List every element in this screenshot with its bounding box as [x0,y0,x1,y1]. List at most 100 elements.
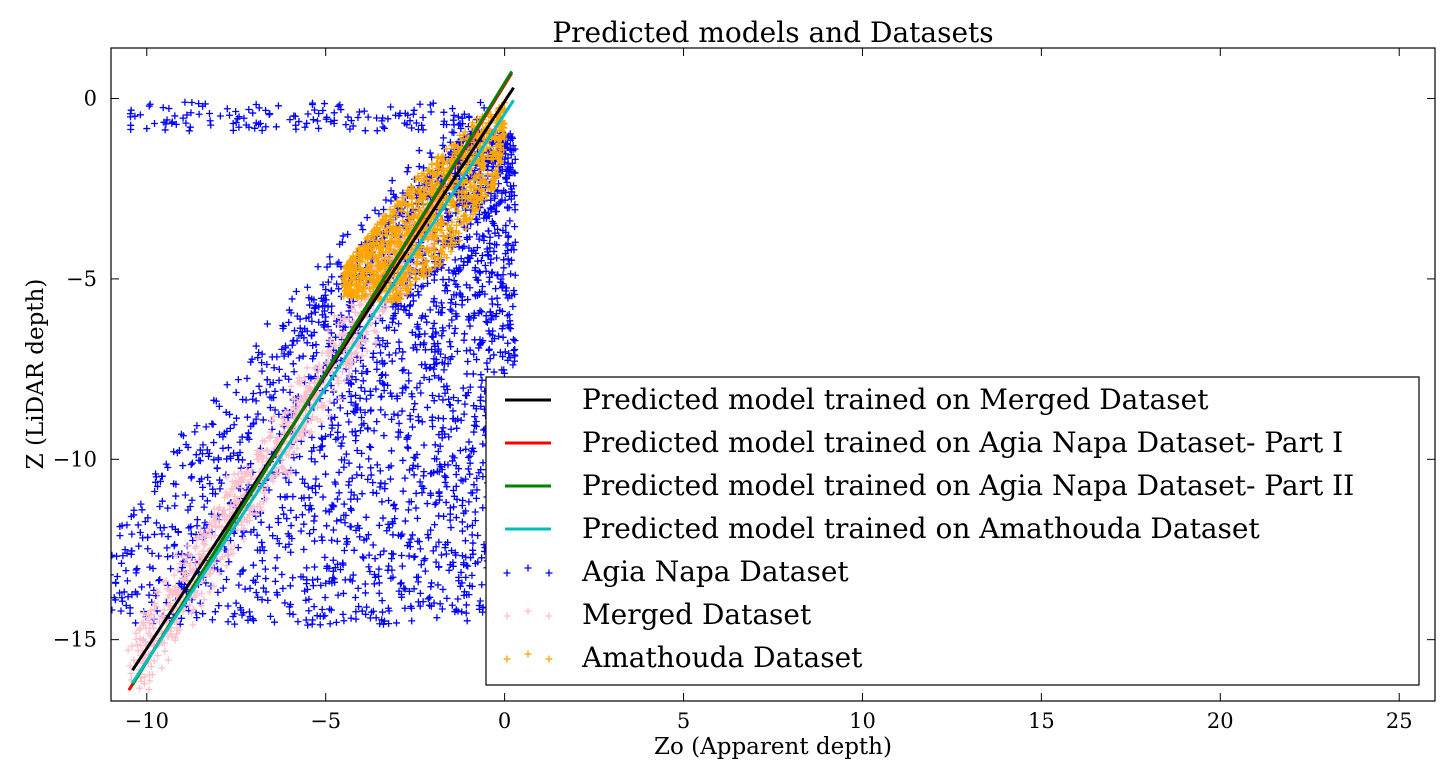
scatter-point [404,287,412,295]
scatter-point [511,238,519,246]
scatter-point [410,585,418,593]
scatter-point [262,588,270,596]
scatter-point [511,155,519,163]
scatter-point [136,684,144,692]
scatter-point [439,396,447,404]
scatter-point [352,615,360,623]
scatter-point [483,365,491,373]
scatter-point [422,183,430,191]
scatter-point [465,112,473,120]
scatter-point [282,543,290,551]
scatter-point [387,103,395,111]
scatter-point [326,620,334,628]
scatter-point [485,212,493,220]
scatter-point [503,174,511,182]
scatter-point [310,106,318,114]
scatter-point [285,540,293,548]
scatter-point [415,538,423,546]
scatter-point [464,195,472,203]
scatter-point [317,294,325,302]
scatter-point [298,511,306,519]
scatter-point [170,448,178,456]
scatter-point [377,349,385,357]
scatter-point [421,330,429,338]
scatter-point [263,376,271,384]
scatter-point [397,532,405,540]
scatter-point [261,565,269,573]
scatter-point [232,108,240,116]
scatter-point [144,514,152,522]
scatter-point [130,656,138,664]
scatter-point [320,401,328,409]
scatter-point [117,607,125,615]
scatter-point [184,443,192,451]
scatter-point [375,572,383,580]
scatter-point [359,226,367,234]
scatter-point [510,287,518,295]
scatter-point [408,393,416,401]
scatter-point [405,552,413,560]
scatter-point [213,464,221,472]
scatter-point [319,107,327,115]
scatter-point [172,551,180,559]
scatter-point [416,545,424,553]
scatter-point [234,451,242,459]
scatter-point [195,100,203,108]
scatter-point [499,333,507,341]
scatter-point [392,232,400,240]
scatter-point [473,172,481,180]
scatter-point [138,506,146,514]
scatter-point [111,551,116,559]
scatter-point [148,620,156,628]
scatter-point [164,594,172,602]
scatter-point [258,543,266,551]
scatter-point [328,302,336,310]
scatter-point [363,603,371,611]
scatter-point [475,185,483,193]
scatter-point [376,244,384,252]
scatter-point [389,315,397,323]
scatter-point [364,531,372,539]
scatter-point [354,114,362,122]
scatter-point [138,583,146,591]
scatter-point [358,414,366,422]
scatter-point [172,492,180,500]
legend-marker-swatch [524,607,532,615]
scatter-point [406,277,414,285]
scatter-point [411,400,419,408]
scatter-point [461,400,469,408]
scatter-point [347,495,355,503]
scatter-point [484,170,492,178]
scatter-point [140,609,148,617]
scatter-point [445,276,453,284]
scatter-point [379,514,387,522]
scatter-point [496,306,504,314]
scatter-point [325,347,333,355]
scatter-point [312,341,320,349]
scatter-point [432,543,440,551]
scatter-point [220,506,228,514]
scatter-point [223,381,231,389]
scatter-point [301,123,309,131]
scatter-point [498,284,506,292]
scatter-point [464,357,472,365]
scatter-point [462,573,470,581]
scatter-point [355,288,363,296]
scatter-point [335,468,343,476]
scatter-point [416,100,424,108]
scatter-point [187,109,195,117]
scatter-point [457,255,465,263]
scatter-point [450,121,458,129]
scatter-point [179,114,187,122]
scatter-point [381,485,389,493]
scatter-point [367,244,375,252]
scatter-point [200,503,208,511]
scatter-point [385,351,393,359]
scatter-point [367,407,375,415]
scatter-point [184,571,192,579]
scatter-point [492,310,500,318]
scatter-point [475,202,483,210]
scatter-point [419,113,427,121]
scatter-point [483,319,491,327]
